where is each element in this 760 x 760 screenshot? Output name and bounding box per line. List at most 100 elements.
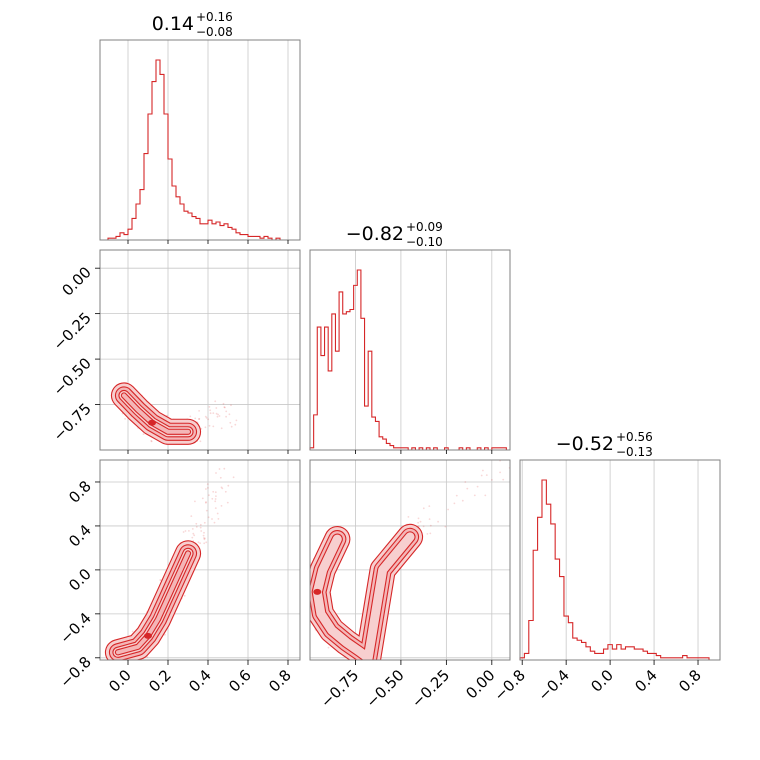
scatter-point [198,418,200,420]
scatter-point [219,476,222,479]
scatter-point [207,418,210,421]
x-tick-label: 0.4 [185,666,215,696]
x-tick-label: −0.4 [534,666,572,704]
scatter-point [205,501,207,503]
scatter-point [426,533,429,535]
scatter-point [221,487,224,490]
scatter-point [327,646,330,649]
scatter-point [211,518,213,520]
scatter-point [455,494,458,497]
scatter-point [216,415,219,418]
title-minus-error: −0.10 [406,235,443,249]
scatter-point [209,409,212,412]
panel-title-2: −0.52 +0.56−0.13 [556,430,653,459]
histogram-panel-0 [99,39,301,241]
scatter-point [208,406,211,408]
scatter-point [203,521,206,524]
axes-frame [99,459,301,661]
scatter-point [199,523,202,526]
histogram-steps-0 [100,59,300,241]
scatter-point [191,528,194,530]
scatter-point [464,481,467,483]
scatter-point [201,497,204,500]
scatter-point [461,499,464,502]
scatter-point [227,484,230,487]
scatter-point [199,542,202,545]
scatter-point [222,402,225,405]
scatter-point [194,417,197,420]
scatter-point [195,526,198,528]
scatter-point [226,501,229,504]
scatter-point [202,534,205,537]
title-value: −0.82 [346,223,404,245]
scatter-point [198,417,201,420]
scatter-point [422,525,425,528]
scatter-point [306,588,308,590]
scatter-point [200,427,203,430]
histogram-steps-2 [519,479,720,661]
scatter-point [453,502,456,505]
scatter-point [218,415,221,417]
x-tick-label: 0.0 [105,666,135,696]
y-tick-label: 0.8 [65,477,95,507]
axes-frame [309,459,511,661]
axes-frame [99,249,301,451]
scatter-point [213,521,216,524]
x-tick-label: −0.50 [363,666,408,711]
x-tick-label: 0.2 [145,666,175,696]
y-tick-label: −0.50 [50,354,95,399]
scatter-point [207,487,209,489]
x-tick-label: 0.8 [265,666,295,696]
y-tick-label: 0.00 [58,263,94,299]
scatter-point [188,530,190,532]
scatter-point [200,530,203,532]
histogram-panel-2 [519,459,721,661]
scatter-point [417,517,420,520]
scatter-point [203,531,205,534]
scatter-point [203,537,205,539]
scatter-point [215,412,218,415]
contour-fill-level-3 [312,532,415,660]
scatter-point [447,508,449,511]
x-tick-label: −0.25 [408,666,453,711]
scatter-point [205,501,207,504]
scatter-point [159,579,162,581]
panel-title-1: −0.82 +0.09−0.10 [346,220,443,249]
scatter-content [110,382,238,445]
contour-peak [144,632,152,639]
scatter-point [223,406,226,409]
scatter-point [235,419,238,422]
y-tick-label: 0.0 [65,565,95,595]
scatter-point [234,423,237,426]
scatter-point [204,537,206,540]
scatter-point [225,415,228,418]
scatter-point [407,516,410,518]
scatter-point [230,425,233,428]
x-tick-label: 0.4 [631,666,661,696]
scatter-point [212,412,215,414]
scatter-point [473,494,476,497]
scatter-point [146,656,149,658]
scatter-point [199,440,202,443]
scatter-point [360,662,362,664]
scatter-point [491,479,493,481]
scatter-point [419,520,422,523]
scatter-point [499,471,501,474]
scatter-point [199,526,202,529]
scatter-point [308,585,310,587]
y-tick-label: −0.8 [56,653,94,691]
x-tick-label: 0.8 [675,666,705,696]
scatter-point [208,424,211,427]
scatter-point [480,474,483,477]
y-tick-label: 0.4 [65,521,95,551]
scatter-point [198,410,201,412]
scatter-point [131,630,134,633]
scatter-point [220,505,223,507]
scatter-point [214,491,217,494]
scatter-point [422,507,425,510]
scatter-point [164,633,166,636]
scatter-point [217,413,220,416]
scatter-point [224,490,227,493]
scatter-point [205,541,208,544]
